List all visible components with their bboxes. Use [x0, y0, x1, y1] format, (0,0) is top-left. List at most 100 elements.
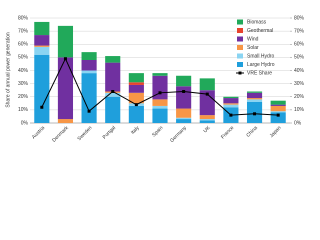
line-marker — [63, 57, 67, 61]
y-tick-label: 30% — [18, 81, 29, 87]
y-tick-label: 0% — [21, 120, 29, 126]
bar-segment — [176, 86, 192, 109]
y-axis-label: Share of annual power generation — [5, 32, 11, 108]
y-tick-label: 80% — [18, 15, 29, 21]
bar-segment — [223, 98, 239, 104]
bar-segment — [81, 70, 97, 74]
bar-segment — [105, 96, 121, 123]
legend-label: Biomass — [247, 19, 267, 25]
x-tick-label: Italy — [130, 125, 141, 136]
bar-segment — [34, 21, 50, 36]
y2-tick-label: 0% — [294, 120, 302, 126]
y-tick-label: 70% — [18, 28, 29, 34]
bar-segment — [199, 119, 215, 121]
bar-segment — [270, 112, 286, 123]
y-tick-label: 20% — [18, 94, 29, 100]
x-tick-label: France — [220, 125, 235, 140]
bar-segment — [81, 52, 97, 60]
bar-segment — [152, 99, 168, 106]
bar-segment — [199, 78, 215, 91]
bar-segment — [128, 84, 144, 93]
y2-tick-label: 60% — [294, 42, 305, 48]
bar-segment — [223, 96, 239, 99]
bar-segment — [270, 111, 286, 113]
bar-segment — [34, 35, 50, 46]
line-marker — [229, 113, 233, 117]
x-tick-label: Germany — [169, 125, 188, 144]
bar-segment — [223, 104, 239, 108]
chart: Share of annual power generation 0% 10% 20… — [5, 15, 305, 144]
bar-segment — [128, 73, 144, 83]
bar-segment — [270, 104, 286, 106]
line-marker — [182, 90, 186, 93]
bar-segment — [176, 108, 192, 118]
legend-swatch — [237, 19, 243, 25]
legend-label: Solar — [247, 45, 259, 51]
bar-segment — [270, 100, 286, 105]
legend-label: Large Hydro — [247, 62, 275, 68]
bar-segment — [34, 46, 50, 55]
legend-swatch — [238, 71, 242, 75]
x-tick-label: Austria — [31, 125, 46, 140]
y-tick-label: 60% — [18, 42, 29, 48]
y2-tick-label: 80% — [294, 15, 305, 21]
bar-segment — [81, 73, 97, 123]
line-marker — [276, 113, 280, 117]
legend-label: Small Hydro — [247, 53, 274, 59]
bar-segment — [152, 105, 168, 109]
y2-tick-label: 10% — [294, 107, 305, 113]
bar-segment — [199, 90, 215, 116]
legend-swatch — [237, 53, 243, 59]
x-tick-label: UK — [202, 125, 212, 135]
bar-segment — [105, 56, 121, 63]
x-tick-label: Sweden — [76, 125, 93, 142]
legend-label: Geothermal — [247, 28, 273, 34]
line-marker — [87, 109, 91, 113]
bar-segment — [128, 105, 144, 123]
bar-segment — [176, 117, 192, 120]
legend-label: VRE Share — [247, 70, 272, 76]
bar-segment — [199, 115, 215, 120]
bar-segment — [105, 92, 121, 97]
bar-segment — [152, 108, 168, 123]
y-tick-label: 40% — [18, 68, 29, 74]
y2-tick-label: 70% — [294, 28, 305, 34]
line-marker — [134, 103, 138, 107]
line-marker — [40, 105, 44, 109]
bar-segment — [270, 105, 286, 112]
bar-segment — [128, 82, 144, 85]
legend-swatch — [237, 62, 243, 67]
bar-segment — [152, 73, 168, 76]
page: Share of annual power generation 0% 10% 20… — [5, 15, 305, 144]
bar-segment — [176, 75, 192, 87]
y-tick-label: 10% — [18, 107, 29, 113]
bar-segment — [246, 98, 263, 100]
bar-segment — [176, 119, 192, 123]
line-marker — [205, 92, 209, 96]
line-marker — [111, 90, 115, 93]
bar-segment — [152, 75, 168, 100]
legend-swatch — [237, 45, 243, 50]
line-marker — [253, 112, 257, 116]
bar-segment — [105, 62, 121, 92]
y2-tick-label: 50% — [294, 55, 305, 61]
x-tick-label: Japan — [269, 125, 283, 139]
bar-segment — [246, 91, 263, 93]
bar-segment — [34, 54, 50, 123]
x-tick-label: China — [245, 125, 259, 139]
y2-tick-label: 30% — [294, 81, 305, 87]
x-tick-label: Spain — [151, 125, 164, 138]
bar-segment — [199, 120, 215, 123]
bar-segment — [57, 57, 74, 120]
bar-segment — [57, 119, 74, 123]
bar-segment — [246, 99, 263, 102]
legend-swatch — [237, 36, 243, 42]
x-tick-label: Portgal — [102, 125, 117, 140]
bar-segment — [81, 60, 97, 71]
bar-segment — [246, 92, 263, 99]
y2-tick-label: 20% — [294, 94, 305, 100]
legend-swatch — [237, 28, 243, 33]
x-tick-label: Denmark — [51, 125, 70, 144]
y-tick-label: 50% — [18, 55, 29, 61]
bar-segment — [34, 45, 50, 47]
